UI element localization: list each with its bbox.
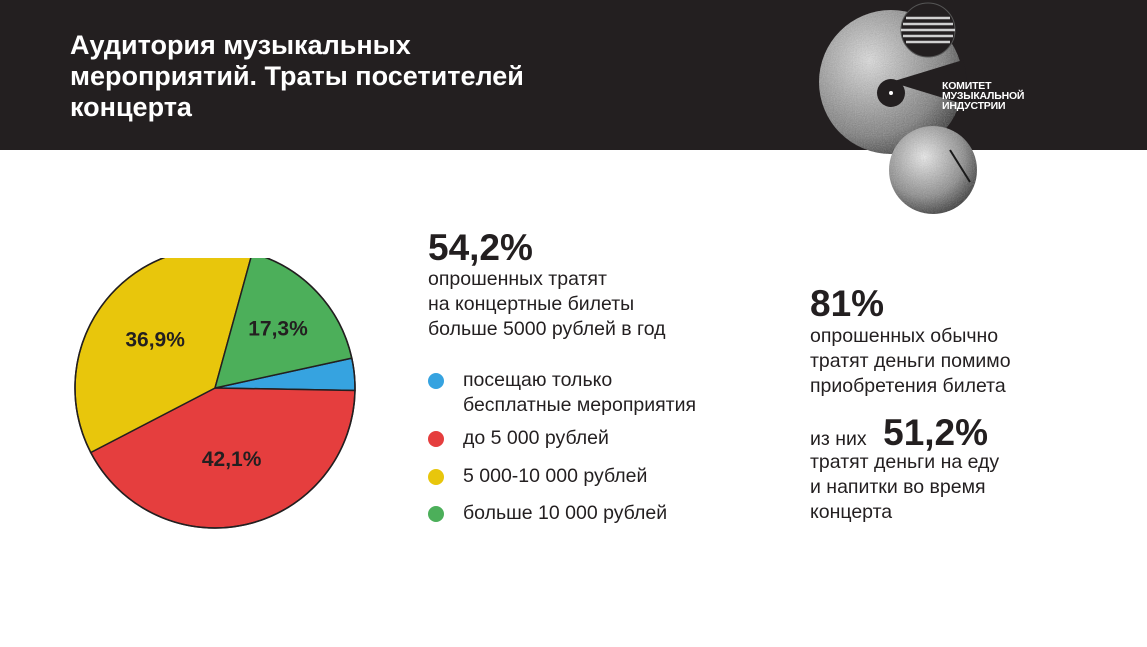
legend-label: до 5 000 рублей bbox=[463, 426, 609, 451]
logo-line: ИНДУСТРИИ bbox=[942, 100, 1006, 112]
stat-extra-spend-line: опрошенных обычно bbox=[810, 325, 999, 347]
stat-extra-spend-value: 81% bbox=[810, 283, 885, 324]
stat-food-value: 51,2% bbox=[883, 412, 989, 453]
pie-outline bbox=[74, 258, 356, 529]
stat-ticket-line: больше 5000 рублей в год bbox=[428, 318, 666, 340]
legend-label-line: посещаю только bbox=[463, 369, 613, 391]
stat-ticket-line: опрошенных тратят bbox=[428, 268, 607, 290]
legend-label: больше 10 000 рублей bbox=[463, 501, 667, 526]
legend-label-line: бесплатные мероприятия bbox=[463, 394, 697, 416]
legend-dot bbox=[428, 373, 444, 389]
legend-label-line: больше 10 000 рублей bbox=[463, 502, 668, 524]
stat-food-description: тратят деньги на еду и напитки во время … bbox=[810, 450, 999, 525]
page-title: Аудитория музыкальных мероприятий. Траты… bbox=[70, 30, 524, 122]
header-bar: Аудитория музыкальных мероприятий. Траты… bbox=[0, 0, 1147, 214]
legend-dot bbox=[428, 469, 444, 485]
legend-label: 5 000-10 000 рублей bbox=[463, 464, 647, 489]
stat-extra-spend-line: приобретения билета bbox=[810, 375, 1006, 397]
stat-food-line: тратят деньги на еду bbox=[810, 451, 1000, 473]
grain-circles-logo-icon bbox=[819, 2, 977, 214]
stat-food-line: концерта bbox=[810, 501, 893, 523]
stat-extra-spend-description: опрошенных обычно тратят деньги помимо п… bbox=[810, 324, 1011, 399]
stat-food-row: из них 51,2% bbox=[810, 412, 988, 454]
legend-dot bbox=[428, 431, 444, 447]
pie-slice-label: 17,3% bbox=[248, 317, 308, 340]
stat-ticket-value: 54,2% bbox=[428, 227, 533, 268]
stat-ticket-description: опрошенных тратят на концертные билеты б… bbox=[428, 267, 666, 342]
logo-text: КОМИТЕТ МУЗЫКАЛЬНОЙ ИНДУСТРИИ bbox=[942, 80, 1025, 112]
stat-extra-spend-line: тратят деньги помимо bbox=[810, 350, 1011, 372]
stat-food-line: и напитки во время bbox=[810, 476, 986, 498]
legend-label: посещаю только бесплатные мероприятия bbox=[463, 368, 696, 418]
pie-chart: 42,1% 36,9% 17,3% bbox=[74, 258, 356, 529]
logo-line: МУЗЫКАЛЬНОЙ bbox=[942, 90, 1025, 102]
stat-ticket-line: на концертные билеты bbox=[428, 293, 635, 315]
legend-label-line: 5 000-10 000 рублей bbox=[463, 465, 648, 487]
pie-slice-label: 36,9% bbox=[125, 329, 185, 352]
logo-line: КОМИТЕТ bbox=[942, 80, 992, 92]
legend-label-line: до 5 000 рублей bbox=[463, 427, 609, 449]
legend-dot bbox=[428, 506, 444, 522]
stat-food-prefix: из них bbox=[810, 428, 867, 450]
pie-slice-label: 42,1% bbox=[202, 448, 262, 471]
